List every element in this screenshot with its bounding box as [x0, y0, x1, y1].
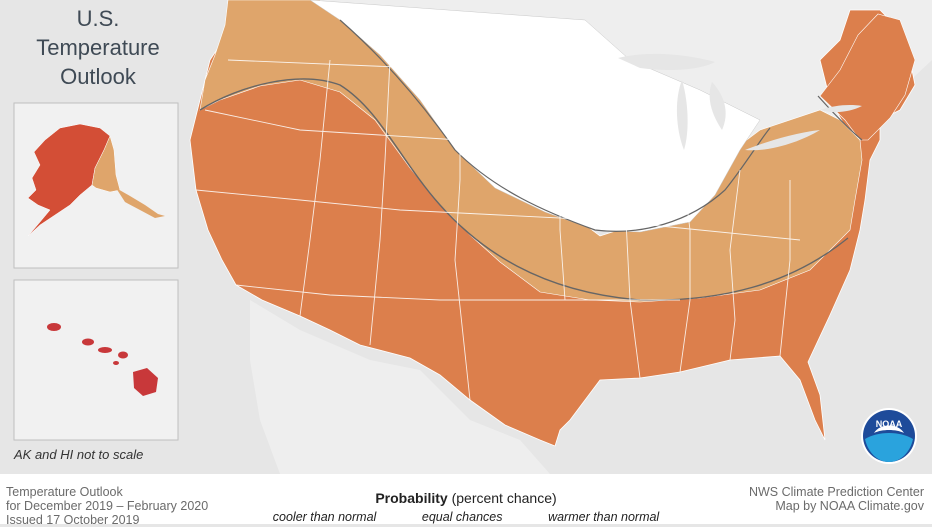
hawaii-inset — [13, 279, 179, 441]
contour-line-northeast — [817, 95, 863, 141]
conus-equal-chances — [309, 0, 761, 233]
title-line-2: Temperature — [36, 35, 160, 60]
state-borders — [195, 59, 801, 401]
alaska-shape-main — [27, 123, 111, 237]
inset-scale-note: AK and HI not to scale — [14, 447, 144, 462]
legend-equal: equal chances — [421, 510, 503, 524]
footer-right-line-1: NWS Climate Prediction Center — [748, 485, 924, 499]
contour-line-upper — [199, 78, 849, 301]
footer: Temperature Outlook for December 2019 – … — [0, 474, 932, 527]
footer-right-line-2: Map by NOAA Climate.gov — [775, 499, 924, 513]
hawaii-islands — [47, 323, 158, 396]
contour-line-equal — [339, 19, 771, 232]
noaa-logo-text: NOAA — [876, 419, 903, 429]
outlook-map — [13, 0, 932, 474]
canada-land — [190, 0, 932, 150]
footer-right: NWS Climate Prediction Center Map by NOA… — [749, 485, 924, 513]
mexico-land — [250, 300, 550, 474]
footer-left: Temperature Outlook for December 2019 – … — [6, 485, 208, 527]
probability-label-rest: (percent chance) — [447, 490, 557, 506]
title-line-3: Outlook — [60, 64, 136, 89]
footer-left-line-1: Temperature Outlook — [6, 485, 123, 499]
probability-label: Probability (percent chance) — [250, 490, 682, 506]
great-lakes — [618, 53, 862, 151]
noaa-logo: NOAA — [861, 408, 917, 464]
probability-label-bold: Probability — [375, 490, 448, 506]
footer-left-line-3: Issued 17 October 2019 — [6, 513, 140, 527]
legend: cooler than normal equal chances warmer … — [250, 510, 682, 524]
title-line-1: U.S. — [76, 6, 120, 31]
legend-cooler: cooler than normal — [272, 510, 377, 524]
map-title: U.S. Temperature Outlook — [18, 4, 178, 91]
alaska-shape-southeast — [91, 135, 121, 193]
footer-left-line-2: for December 2019 – February 2020 — [6, 499, 209, 513]
legend-warmer: warmer than normal — [548, 510, 660, 524]
alaska-panhandle — [116, 188, 165, 218]
